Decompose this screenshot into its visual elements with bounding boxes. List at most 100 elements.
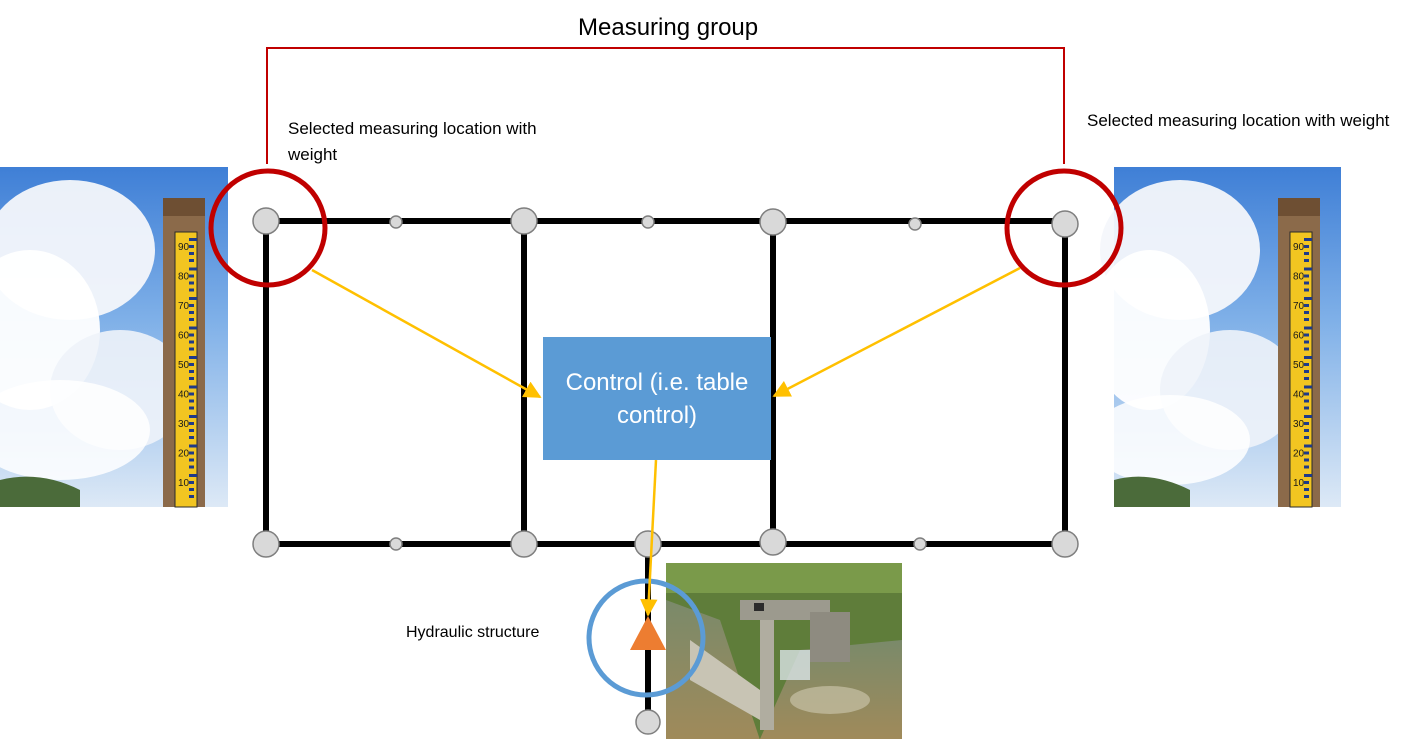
gauge-tick: [189, 444, 197, 448]
measuring-group-bracket: [266, 47, 1065, 164]
gauge-tick: [1304, 274, 1309, 278]
gauge-tick: [1304, 311, 1309, 314]
selected-location-circle-left: [208, 168, 328, 288]
gauge-tick: [189, 304, 194, 307]
gauge-tick: [1304, 399, 1309, 403]
gauge-mark-label: 40: [1293, 390, 1305, 401]
gauge-tick: [189, 363, 194, 366]
gauge-tick: [1304, 326, 1312, 330]
gauge-tick: [1304, 465, 1309, 469]
network-node: [510, 530, 538, 558]
gauge-tick: [189, 415, 197, 418]
gauge-tick: [1304, 318, 1309, 321]
gauge-tick: [189, 377, 194, 380]
gauge-tick: [189, 288, 194, 292]
gauge-tick: [1304, 363, 1309, 366]
gauge-mark-label: 80: [178, 272, 190, 283]
gauge-tick: [1304, 495, 1309, 498]
gauge-tick: [1304, 385, 1312, 389]
gauge-scale-left: 90 80 70 60 50 40 30 20 10: [178, 238, 197, 498]
selected-location-label-left: Selected measuring location with weight: [288, 119, 537, 164]
gauge-mark-label: 20: [178, 449, 190, 460]
gauge-tick: [189, 465, 194, 469]
gauge-tick: [1304, 267, 1312, 271]
gauge-tick: [1304, 333, 1309, 337]
gauge-tick: [1304, 340, 1309, 344]
measuring-group-title: Measuring group: [578, 14, 759, 41]
gauge-mark-label: 50: [178, 360, 190, 371]
selected-location-circle-right: [1004, 168, 1124, 288]
gauge-tick: [189, 281, 194, 285]
gauge-tick: [189, 340, 194, 344]
gauge-tick: [1304, 297, 1312, 300]
network-node: [1051, 210, 1079, 238]
arrow-left-to-control: [311, 268, 542, 399]
gauge-tick: [189, 238, 197, 241]
gauge-mark-label: 80: [1293, 272, 1305, 283]
gauge-tick: [189, 488, 194, 491]
hydraulic-structure-circle: [586, 578, 706, 698]
gauge-tick: [189, 245, 194, 248]
gauge-tick: [189, 392, 194, 396]
gauge-mark-label: 50: [1293, 360, 1305, 371]
gauge-tick: [1304, 238, 1312, 241]
gauge-tick: [189, 356, 197, 359]
gauge-tick: [1304, 252, 1309, 255]
left-gauge-photo: [0, 167, 228, 508]
gauge-mark-label: 40: [178, 390, 190, 401]
gauge-tick: [1304, 474, 1312, 477]
gauge-tick: [1304, 444, 1312, 448]
gauge-tick: [1304, 451, 1309, 455]
gauge-tick: [1304, 370, 1309, 373]
network-node: [389, 215, 403, 229]
gauge-tick: [189, 318, 194, 321]
network-node: [635, 709, 661, 735]
gauge-tick: [189, 259, 194, 262]
gauge-tick: [189, 333, 194, 337]
gauge-tick: [189, 399, 194, 403]
gauge-tick: [189, 274, 194, 278]
gauge-tick: [189, 326, 197, 330]
gauge-mark-label: 30: [178, 419, 190, 430]
gauge-tick: [1304, 458, 1309, 462]
network-node: [389, 537, 403, 551]
gauge-tick: [1304, 488, 1309, 491]
arrow-right-to-control: [772, 266, 1021, 398]
gauge-tick: [1304, 259, 1309, 262]
gauge-tick: [189, 495, 194, 498]
gauge-mark-label: 20: [1293, 449, 1305, 460]
network-node: [641, 215, 655, 229]
arrow-control-to-structure: [640, 459, 658, 617]
control-box-label: Control (i.e. table control): [565, 368, 749, 429]
gauge-tick: [189, 451, 194, 455]
network-nodes: [252, 207, 1079, 735]
gauge-tick: [189, 406, 194, 410]
network-node: [634, 530, 662, 558]
network-node: [510, 207, 538, 235]
network-node: [913, 537, 927, 551]
network-node: [1051, 530, 1079, 558]
gauge-tick: [1304, 436, 1309, 439]
control-box: Control (i.e. table control): [543, 337, 771, 460]
gauge-tick: [189, 252, 194, 255]
gauge-tick: [1304, 429, 1309, 432]
gauge-tick: [1304, 356, 1312, 359]
network-node: [252, 207, 280, 235]
gauge-tick: [1304, 481, 1309, 484]
gauge-mark-label: 90: [1293, 242, 1305, 253]
gauge-tick: [189, 436, 194, 439]
gauge-tick: [1304, 347, 1309, 351]
gauge-tick: [189, 422, 194, 425]
right-gauge-photo: [1090, 167, 1341, 508]
gauge-tick: [1304, 288, 1309, 292]
gauge-tick: [189, 267, 197, 271]
gauge-tick: [189, 474, 197, 477]
gauge-tick: [1304, 406, 1309, 410]
gauge-tick: [189, 458, 194, 462]
gauge-scale-right: 90 80 70 60 50 40 30 20 10: [1293, 238, 1312, 498]
gauge-mark-label: 30: [1293, 419, 1305, 430]
gauge-tick: [189, 429, 194, 432]
network-node: [759, 208, 787, 236]
gauge-mark-label: 70: [1293, 301, 1305, 312]
